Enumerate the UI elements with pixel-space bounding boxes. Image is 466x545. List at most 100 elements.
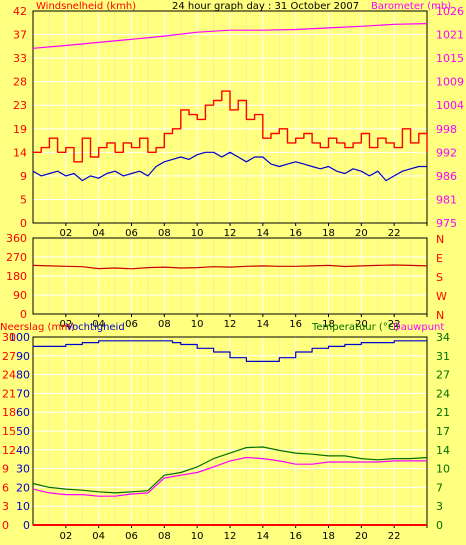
p1-left-tick-label: 14 [13,146,27,159]
panel1-left-ticks: 0 5 9 14 19 23 28 33 37 42 [13,5,27,230]
p3-series-humidity [33,340,427,362]
panel2-x-ticks: 02 04 06 08 10 12 14 16 18 20 22 [59,314,428,330]
panel3-grid [33,337,427,525]
p1-left-tick-label: 23 [13,99,27,112]
panel3-x-tick-label: 20 [355,531,368,542]
p1-x-tick-label [425,228,428,239]
panel3-rain-axis-title: Neerslag (mm) [0,322,75,333]
p2-left-tick-label: 180 [6,270,27,283]
panel3-rain-tick-label: 6 [2,481,9,494]
p1-x-tick-label: 02 [59,228,72,239]
p2-left-tick-label: 0 [20,308,27,321]
p1-right-tick-label: 975 [436,217,457,230]
p1-x-tick-label: 22 [388,228,401,239]
p1-right-tick-label: 981 [436,193,457,206]
panel3-humidity-tick-label: 0 [23,519,30,532]
panel3-rain-tick-label: 3 [2,500,9,513]
p1-x-tick-label: 08 [158,228,171,239]
p2-x-tick-label: 04 [92,319,105,330]
panel3-temperature-tick-label: 31 [436,350,450,363]
p2-left-tick-label: 270 [6,251,27,264]
p1-x-tick-label: 14 [256,228,269,239]
panel3-humidity-tick-label: 50 [16,425,30,438]
p1-left-tick-label: 19 [13,123,27,136]
p2-x-tick-label: 22 [388,319,401,330]
panel3-x-tick-label: 12 [224,531,237,542]
panel3-temperature-tick-label: 21 [436,406,450,419]
panel3-temperature-tick-label: 24 [436,387,450,400]
p2-x-tick-label: 08 [158,319,171,330]
p1-x-tick-label: 16 [289,228,302,239]
p1-series-gust [33,90,428,163]
panel1-series [32,23,428,182]
p2-series-direction [32,264,428,270]
p1-right-tick-label: 1004 [436,99,464,112]
p1-x-tick-label: 18 [322,228,335,239]
p1-left-tick-label: 42 [13,5,27,18]
panel2-direction-label: W [436,290,447,303]
p1-right-tick-label: 1021 [436,29,464,42]
p1-x-tick-label: 06 [125,228,138,239]
panel3-humidity-tick-label: 20 [16,481,30,494]
p2-x-tick-label: 06 [125,319,138,330]
p1-series-barometer [32,23,428,49]
panel3-x-tick-label: 08 [158,531,171,542]
panel3-temperature-axis-title: Temperatuur (°C) [311,322,399,333]
panel3-rain-tick-label: 15 [2,425,16,438]
panel3-temperature-tick-label: 14 [436,444,450,457]
p1-left-tick-label: 28 [13,76,27,89]
p1-right-tick-label: 1009 [436,76,464,89]
p1-x-tick-label: 20 [355,228,368,239]
panel3-humidity-axis-title: Vochtigheid [66,322,125,333]
p1-left-tick-label: 33 [13,52,27,65]
panel3-humidity-tick-label: 80 [16,369,30,382]
panel2-grid [33,238,427,314]
panel3-humidity-tick-label: 30 [16,463,30,476]
p1-left-tick-label: 9 [20,170,27,183]
panel3-rain-tick-label: 24 [2,369,16,382]
p1-x-tick-label: 10 [191,228,204,239]
panel3-temperature-tick-label: 7 [436,481,443,494]
p2-x-tick-label: 20 [355,319,368,330]
panel3-x-tick-label: 04 [92,531,105,542]
p2-x-tick-label: 02 [59,319,72,330]
panel3-humidity-tick-label: 100 [9,331,30,344]
p2-left-tick-label: 360 [6,232,27,245]
panel2-direction-label: N [436,309,444,322]
panel3-x-tick-label: 22 [388,531,401,542]
p1-right-tick-label: 992 [436,146,457,159]
panel3-left-ticks: 0 10 20 30 40 50 60 70 80 90 100 0 3 6 9 12 15 18 21 24 27 30 [2,331,30,532]
p1-x-tick-label: 04 [92,228,105,239]
panel3-humidity-tick-label: 60 [16,406,30,419]
panel2-direction-label: N [436,233,444,246]
panel3-x-tick-label [425,531,428,542]
panel1-chart-title: 24 hour graph day : 31 October 2007 [172,1,359,12]
panel3-rain-tick-label: 30 [2,331,16,344]
p1-x-tick-label: 12 [224,228,237,239]
panel3-humidity-tick-label: 40 [16,444,30,457]
panel3-temperature-tick-label: 17 [436,425,450,438]
panel1-right-ticks: 975 981 986 992 998 1004 1009 1015 1021 1026 [436,5,464,230]
p1-left-tick-label: 5 [20,193,27,206]
panel2-left-ticks: 0 90 180 270 360 [6,232,27,321]
p1-right-tick-label: 1026 [436,5,464,18]
p1-left-tick-label: 0 [20,217,27,230]
panel3-rain-tick-label: 27 [2,350,16,363]
p2-x-tick-label: 14 [256,319,269,330]
panel3-x-tick-label: 18 [322,531,335,542]
panel2-series [32,264,428,270]
panel3-humidity-tick-label: 90 [16,350,30,363]
panel3-x-tick-label: 10 [191,531,204,542]
p2-x-tick-label: 16 [289,319,302,330]
panel3-series [32,340,428,526]
p2-x-tick-label: 10 [191,319,204,330]
panel2-direction-label: E [436,252,443,265]
panel3-x-tick-label: 14 [256,531,269,542]
panel3-humidity-tick-label: 70 [16,387,30,400]
p1-right-tick-label: 1015 [436,52,464,65]
panel3-temperature-tick-label: 27 [436,369,450,382]
panel3-x-ticks: 02 04 06 08 10 12 14 16 18 20 22 [59,525,428,542]
panel3-x-tick-label: 16 [289,531,302,542]
